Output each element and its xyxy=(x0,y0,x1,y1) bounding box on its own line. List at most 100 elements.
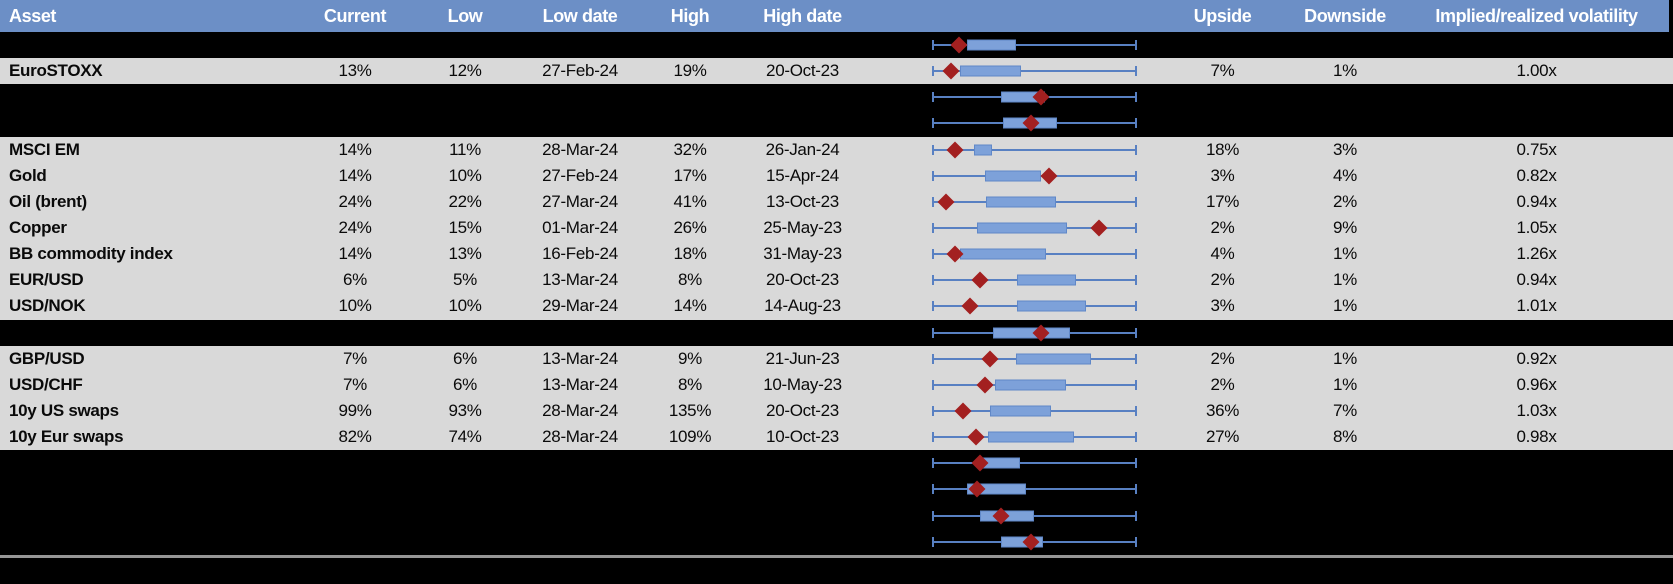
whisker-high-cap xyxy=(1134,536,1137,547)
cell-low_date xyxy=(510,32,650,58)
boxplot-cell xyxy=(875,320,1155,346)
cell-asset xyxy=(0,450,290,476)
cell-low: 5% xyxy=(453,270,477,290)
current-level-diamond-icon xyxy=(1090,219,1108,237)
cell-high_date: 25-May-23 xyxy=(763,218,842,238)
cell-current xyxy=(290,476,420,502)
cell-high xyxy=(650,476,730,502)
cell-current xyxy=(290,320,420,346)
cell-asset: GBP/USD xyxy=(9,348,85,368)
boxplot-cell xyxy=(875,163,1155,189)
whisker-high-cap xyxy=(1134,406,1137,417)
hidden-chart-row xyxy=(0,84,1673,111)
cell-high xyxy=(650,529,730,555)
boxplot-cell xyxy=(875,84,1155,110)
cell-asset: USD/CHF xyxy=(9,374,83,394)
cell-current: 13% xyxy=(338,61,372,81)
volatility-boxplot xyxy=(931,529,1137,555)
cell-low xyxy=(420,503,510,529)
cell-low_date xyxy=(510,529,650,555)
cell-upside: 17% xyxy=(1205,191,1240,211)
cell-asset xyxy=(0,320,290,346)
volatility-boxplot xyxy=(931,137,1137,163)
cell-impl_real_vol xyxy=(1400,503,1673,529)
column-header-current: Current xyxy=(323,5,387,26)
cell-low xyxy=(420,476,510,502)
whisker-high-cap xyxy=(1134,92,1137,103)
whisker-low-cap xyxy=(931,144,934,155)
cell-low_date: 27-Feb-24 xyxy=(542,61,618,81)
cell-high_date xyxy=(730,450,875,476)
boxplot-cell xyxy=(875,215,1155,241)
cell-high_date: 14-Aug-23 xyxy=(764,296,841,316)
cell-high_date xyxy=(730,476,875,502)
column-header-asset: Asset xyxy=(9,5,57,26)
cell-asset: EuroSTOXX xyxy=(9,61,103,81)
current-level-diamond-icon xyxy=(950,36,968,54)
cell-low: 6% xyxy=(453,374,477,394)
cell-downside: 9% xyxy=(1333,218,1357,238)
current-level-diamond-icon xyxy=(937,193,955,211)
cell-low_date: 28-Mar-24 xyxy=(542,427,618,447)
column-header-chart xyxy=(875,0,1155,32)
column-header-low: Low xyxy=(447,5,483,26)
cell-upside: 36% xyxy=(1205,401,1240,421)
cell-high: 19% xyxy=(673,61,707,81)
cell-asset xyxy=(0,84,290,110)
boxplot-box xyxy=(986,196,1056,208)
boxplot-box xyxy=(960,65,1022,77)
boxplot-box xyxy=(1016,300,1087,312)
cell-current: 24% xyxy=(338,218,372,238)
boxplot-box xyxy=(976,222,1067,234)
cell-impl_real_vol xyxy=(1400,529,1673,555)
cell-impl_real_vol: 1.03x xyxy=(1516,401,1557,421)
whisker-high-cap xyxy=(1134,301,1137,312)
cell-low: 22% xyxy=(448,191,482,211)
whisker-low-cap xyxy=(931,458,934,469)
cell-downside xyxy=(1290,84,1400,110)
boxplot-box xyxy=(1016,274,1077,286)
cell-impl_real_vol: 0.94x xyxy=(1516,270,1557,290)
whisker-high-cap xyxy=(1134,432,1137,443)
whisker-high-cap xyxy=(1134,196,1137,207)
cell-low_date: 27-Mar-24 xyxy=(542,191,618,211)
boxplot-whisker xyxy=(931,44,1137,47)
hidden-chart-row xyxy=(0,476,1673,503)
table-row: USD/CHF 7% 6% 13-Mar-24 8% 10-May-23 2% 1% 0.96x xyxy=(0,371,1673,398)
table-header-row: Asset Current Low Low date High High date Upsi… xyxy=(0,0,1673,32)
cell-high_date: 15-Apr-24 xyxy=(766,165,839,185)
cell-high xyxy=(650,84,730,110)
cell-low_date: 13-Mar-24 xyxy=(542,348,618,368)
cell-downside: 1% xyxy=(1333,348,1357,368)
cell-low_date: 01-Mar-24 xyxy=(542,218,618,238)
whisker-low-cap xyxy=(931,275,934,286)
volatility-boxplot xyxy=(931,293,1137,319)
boxplot-whisker xyxy=(931,488,1137,491)
cell-high: 14% xyxy=(673,296,707,316)
cell-upside: 2% xyxy=(1210,374,1235,394)
cell-high xyxy=(650,32,730,58)
whisker-high-cap xyxy=(1134,249,1137,260)
cell-high_date xyxy=(730,529,875,555)
cell-downside: 7% xyxy=(1333,401,1357,421)
cell-upside: 2% xyxy=(1210,270,1235,290)
cell-impl_real_vol: 0.82x xyxy=(1516,165,1557,185)
cell-asset: Oil (brent) xyxy=(9,191,87,211)
cell-low: 11% xyxy=(449,139,481,159)
table-row: 10y US swaps 99% 93% 28-Mar-24 135% 20-Oct-23… xyxy=(0,397,1673,425)
table-row: 10y Eur swaps 82% 74% 28-Mar-24 109% 10-Oct-2… xyxy=(0,424,1673,451)
cell-current: 24% xyxy=(338,191,372,211)
boxplot-box xyxy=(995,379,1066,391)
boxplot-box xyxy=(1015,353,1092,365)
volatility-boxplot xyxy=(931,424,1137,450)
table-row: USD/NOK 10% 10% 29-Mar-24 14% 14-Aug-23 3% 1% 1.… xyxy=(0,293,1673,320)
cell-downside: 2% xyxy=(1333,191,1357,211)
boxplot-cell xyxy=(875,398,1155,424)
header-corner xyxy=(1669,0,1673,32)
cell-high xyxy=(650,503,730,529)
volatility-boxplot xyxy=(931,346,1137,372)
boxplot-cell xyxy=(875,58,1155,84)
boxplot-cell xyxy=(875,372,1155,398)
cell-low_date: 28-Mar-24 xyxy=(542,139,618,159)
cell-high: 41% xyxy=(673,191,707,211)
